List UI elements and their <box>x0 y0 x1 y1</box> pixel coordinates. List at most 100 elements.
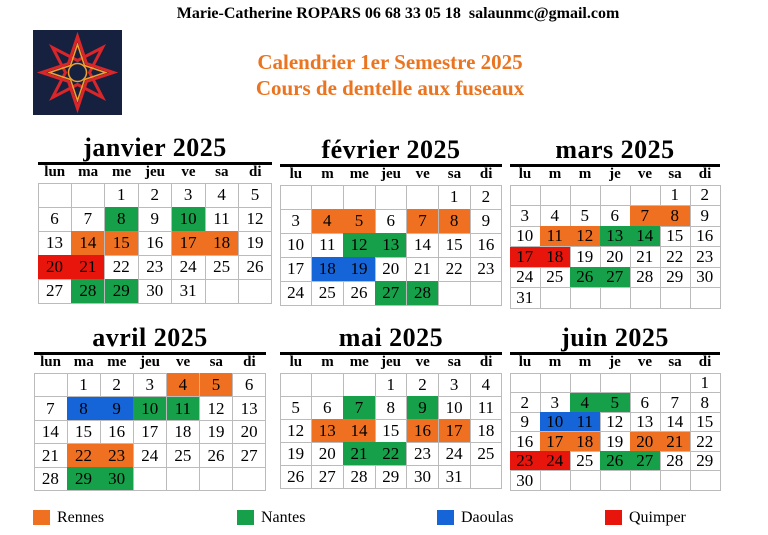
day-cell: 26 <box>570 267 601 288</box>
day-cell: 6 <box>375 209 408 234</box>
day-cell <box>406 185 440 210</box>
day-cell: 24 <box>280 281 313 306</box>
day-cell <box>660 373 691 393</box>
day-cell: 26 <box>280 465 313 489</box>
day-cell: 29 <box>67 467 101 491</box>
day-cell: 27 <box>311 465 344 489</box>
day-cell: 27 <box>375 281 408 306</box>
day-cell: 24 <box>510 267 541 288</box>
day-cell: 10 <box>133 396 168 421</box>
month-rule <box>280 352 502 355</box>
weekday: sa <box>209 354 223 370</box>
weekday: m <box>548 166 562 182</box>
weekday: jeu <box>144 164 165 180</box>
day-cell: 21 <box>71 255 106 280</box>
day-cell: 6 <box>630 392 661 413</box>
day-cell: 16 <box>510 431 541 452</box>
day-cell: 14 <box>406 233 440 258</box>
day-cell: 1 <box>375 373 408 397</box>
day-cell: 30 <box>100 467 134 491</box>
day-cell <box>660 470 691 491</box>
day-cell: 27 <box>38 279 72 304</box>
day-cell: 1 <box>67 373 101 397</box>
day-cell <box>540 287 571 309</box>
day-cell <box>34 373 68 397</box>
day-cell <box>232 467 267 491</box>
day-cell: 14 <box>34 420 68 444</box>
day-cell: 3 <box>540 392 571 413</box>
day-cell: 10 <box>438 396 471 420</box>
day-cell: 30 <box>510 470 541 491</box>
day-cell: 29 <box>375 465 408 489</box>
day-cell <box>570 373 601 393</box>
weekday: sa <box>215 164 229 180</box>
month-title: février 2025 <box>321 135 461 164</box>
day-cell <box>470 281 503 306</box>
weekday: ve <box>415 166 430 182</box>
day-cell: 16 <box>100 420 134 444</box>
day-cell: 16 <box>470 233 503 258</box>
day-cell <box>600 185 631 206</box>
weekday: me <box>349 166 369 182</box>
day-cell: 27 <box>630 451 661 471</box>
day-cell <box>238 279 273 304</box>
day-cell: 19 <box>343 257 376 282</box>
day-cell: 17 <box>510 246 541 268</box>
day-cell: 7 <box>34 396 68 421</box>
day-cell: 15 <box>660 226 691 247</box>
day-cell: 7 <box>406 209 440 234</box>
day-cell: 23 <box>690 246 721 268</box>
day-cell: 18 <box>311 257 344 282</box>
day-cell: 17 <box>438 419 471 443</box>
day-cell: 16 <box>690 226 721 247</box>
day-cell <box>540 470 571 491</box>
day-cell: 5 <box>570 205 601 227</box>
day-cell: 12 <box>600 412 631 432</box>
month-title: mars 2025 <box>555 135 675 164</box>
day-cell: 17 <box>171 231 206 256</box>
day-cell: 13 <box>232 396 267 421</box>
weekday: di <box>698 166 712 182</box>
day-cell: 5 <box>238 183 273 208</box>
day-cell: 13 <box>311 419 344 443</box>
month-rule <box>34 352 266 355</box>
day-cell: 25 <box>205 255 240 280</box>
day-cell <box>660 287 691 309</box>
day-cell: 1 <box>104 183 139 208</box>
weekday: lu <box>289 166 303 182</box>
weekday: m <box>321 354 334 370</box>
weekday: di <box>243 354 256 370</box>
day-cell: 6 <box>311 396 344 420</box>
grid-frame <box>38 183 272 303</box>
day-cell: 3 <box>510 205 541 227</box>
day-cell: 13 <box>600 226 631 247</box>
day-cell: 31 <box>171 279 206 304</box>
weekday: ma <box>73 354 94 370</box>
day-cell <box>630 373 661 393</box>
weekday: ve <box>181 164 196 180</box>
day-cell: 14 <box>343 419 376 443</box>
day-cell: 28 <box>71 279 106 304</box>
day-cell: 2 <box>406 373 440 397</box>
weekday: sa <box>668 166 682 182</box>
weekday: ve <box>176 354 191 370</box>
day-cell: 6 <box>232 373 267 397</box>
day-cell: 28 <box>34 467 68 491</box>
day-cell: 10 <box>171 207 206 232</box>
weekday: ma <box>78 164 99 180</box>
day-cell: 28 <box>630 267 661 288</box>
day-cell: 25 <box>540 267 571 288</box>
day-cell: 20 <box>38 255 72 280</box>
legend-swatch <box>237 510 254 525</box>
day-cell <box>311 373 344 397</box>
subtitle: Cours de dentelle aux fuseaux <box>255 76 525 100</box>
day-cell: 11 <box>570 412 601 432</box>
weekday: lun <box>40 354 61 370</box>
day-cell: 30 <box>138 279 173 304</box>
day-cell: 22 <box>104 255 139 280</box>
day-cell: 7 <box>71 207 106 232</box>
day-cell: 1 <box>438 185 471 210</box>
day-cell: 15 <box>690 412 721 432</box>
day-cell: 28 <box>660 451 691 471</box>
